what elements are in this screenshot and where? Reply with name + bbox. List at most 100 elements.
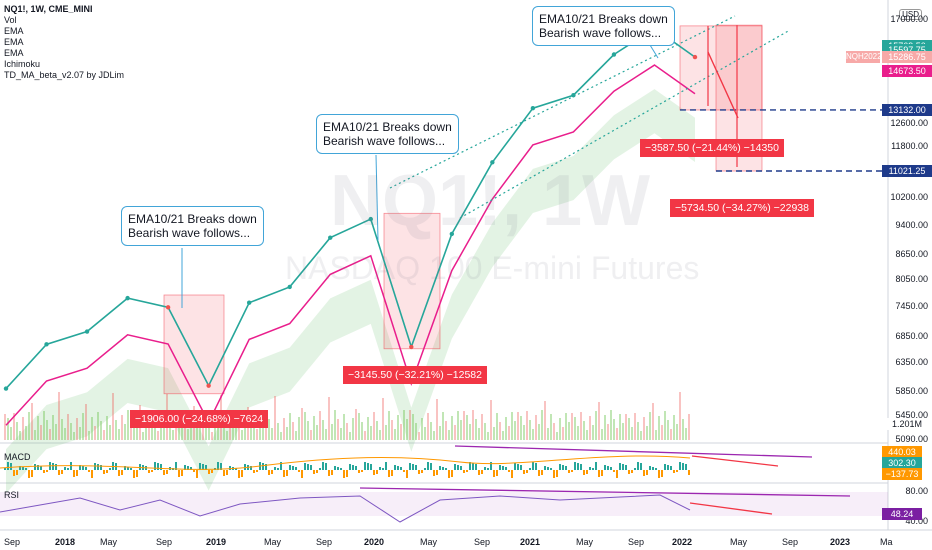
- volume-bar: [544, 401, 546, 440]
- macd-hist-bar: [613, 470, 615, 472]
- volume-bar: [454, 425, 456, 440]
- volume-bar: [487, 432, 489, 440]
- macd-hist-bar: [361, 470, 363, 472]
- macd-hist-bar: [295, 467, 297, 470]
- legend-ema-2[interactable]: EMA: [4, 37, 24, 47]
- volume-bar: [607, 424, 609, 440]
- volume-bar: [85, 404, 87, 440]
- macd-hist-bar: [256, 470, 258, 472]
- macd-hist-bar: [55, 464, 57, 470]
- macd-hist-bar: [304, 463, 306, 470]
- macd-hist-bar: [685, 464, 687, 470]
- volume-bar: [232, 426, 234, 440]
- volume-bar: [532, 429, 534, 440]
- volume-bar: [427, 413, 429, 440]
- price-point: [409, 344, 414, 350]
- macd-hist-bar: [541, 470, 543, 475]
- price-tick-label: 10200.00: [890, 191, 928, 202]
- macd-hist-bar: [415, 465, 417, 470]
- time-tick-label: Sep: [156, 537, 173, 547]
- macd-hist-bar: [226, 470, 228, 475]
- volume-bar: [160, 417, 162, 440]
- volume-bar: [100, 421, 102, 440]
- volume-bar: [271, 428, 273, 440]
- volume-bar: [688, 414, 690, 440]
- volume-bar: [415, 423, 417, 440]
- callout-2020: EMA10/21 Breaks down Bearish wave follow…: [316, 114, 459, 154]
- price-tick-label: 12600.00: [890, 118, 928, 129]
- macd-hist-bar: [139, 464, 141, 470]
- macd-hist-bar: [265, 464, 267, 470]
- macd-hist-bar: [511, 470, 513, 478]
- macd-signal-line: [0, 455, 691, 470]
- callout-2019-line2: Bearish wave follows...: [128, 226, 251, 240]
- macd-hist-bar: [97, 464, 99, 470]
- volume-bar: [16, 422, 18, 440]
- volume-bar: [535, 415, 537, 440]
- macd-hist-bar: [391, 470, 393, 476]
- callout-2022: EMA10/21 Breaks down Bearish wave follow…: [532, 6, 675, 46]
- price-badge: 11021.25: [882, 164, 932, 177]
- volume-bar: [346, 423, 348, 440]
- price-point: [368, 216, 373, 222]
- volume-bar: [226, 431, 228, 440]
- indicator-legend: NQ1!, 1W, CME_MINI Vol EMA EMA EMA Ichim…: [4, 4, 124, 81]
- volume-bar: [94, 426, 96, 440]
- volume-bar: [331, 424, 333, 440]
- time-tick-label: 2019: [206, 537, 227, 547]
- volume-bar: [616, 428, 618, 440]
- volume-bar: [25, 426, 27, 440]
- volume-bar: [118, 429, 120, 440]
- volume-bar: [631, 427, 633, 440]
- macd-hist-bar: [376, 470, 378, 474]
- macd-hist-bar: [103, 470, 105, 474]
- volume-bar: [70, 423, 72, 440]
- macd-title[interactable]: MACD: [4, 452, 31, 462]
- macd-divergence-line: [454, 445, 813, 458]
- volume-bar: [34, 430, 36, 440]
- price-point: [84, 329, 90, 334]
- legend-ichimoku[interactable]: Ichimoku: [4, 59, 41, 69]
- volume-bar: [19, 431, 21, 440]
- volume-bar: [679, 392, 681, 440]
- macd-hist-bar: [631, 470, 633, 473]
- volume-bar: [493, 427, 495, 440]
- macd-hist-bar: [346, 470, 348, 477]
- volume-bar: [307, 421, 309, 440]
- price-tick-label: 17000.00: [890, 14, 928, 25]
- macd-hist-bar: [229, 466, 231, 470]
- volume-bar: [604, 415, 606, 440]
- volume-bar: [613, 419, 615, 440]
- volume-bar: [403, 410, 405, 440]
- macd-hist-bar: [355, 466, 357, 470]
- macd-hist-bar: [670, 466, 672, 470]
- time-tick-label: 2020: [364, 537, 385, 547]
- legend-ema-3[interactable]: EMA: [4, 48, 24, 58]
- volume-bar: [334, 410, 336, 440]
- macd-hist-bar: [127, 467, 129, 470]
- volume-bar: [634, 413, 636, 440]
- legend-symbol[interactable]: NQ1!, 1W, CME_MINI: [4, 4, 93, 14]
- volume-bar: [46, 420, 48, 440]
- macd-hist-bar: [46, 470, 48, 472]
- volume-bar: [652, 403, 654, 440]
- volume-bar: [28, 412, 30, 440]
- macd-hist-bar: [556, 470, 558, 477]
- macd-hist-bar: [331, 470, 333, 475]
- macd-hist-bar: [73, 470, 75, 477]
- volume-bar: [490, 400, 492, 440]
- legend-vol[interactable]: Vol: [4, 15, 17, 25]
- volume-bar: [358, 413, 360, 440]
- macd-hist-bar: [160, 464, 162, 470]
- volume-bar: [163, 426, 165, 440]
- volume-bar: [202, 428, 204, 440]
- macd-hist-bar: [322, 462, 324, 470]
- rsi-title[interactable]: RSI: [4, 490, 20, 500]
- volume-bar: [655, 430, 657, 440]
- macd-hist-bar: [595, 462, 597, 470]
- volume-bar: [325, 429, 327, 440]
- legend-td-ma[interactable]: TD_MA_beta_v2.07 by JDLim: [4, 70, 125, 80]
- legend-ema-1[interactable]: EMA: [4, 26, 24, 36]
- currency-button[interactable]: USD: [899, 9, 922, 20]
- macd-hist-bar: [181, 470, 183, 476]
